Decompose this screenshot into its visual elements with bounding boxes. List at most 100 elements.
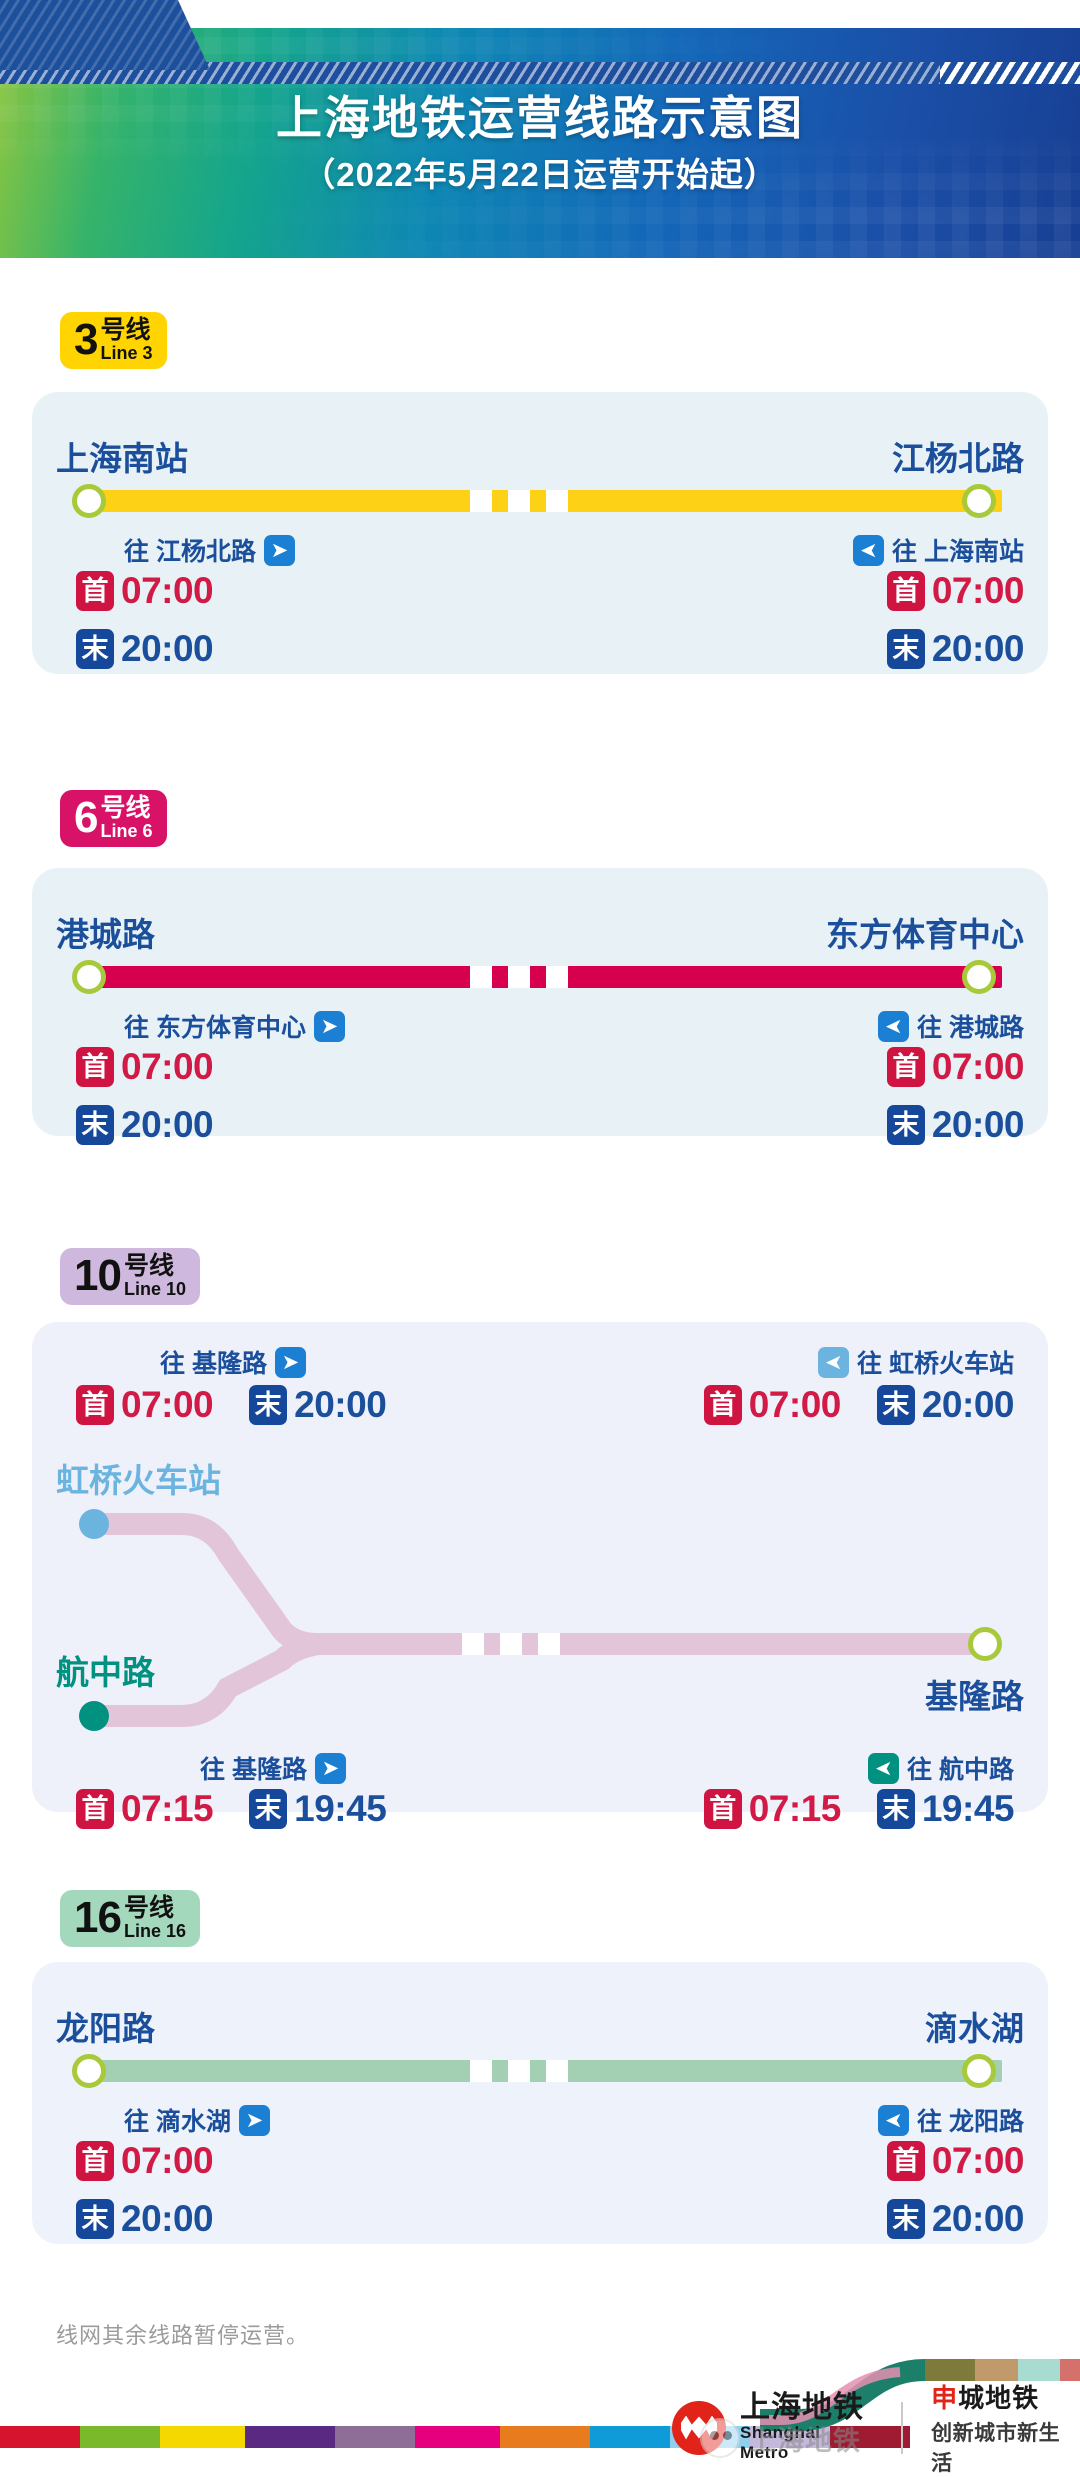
last-train-value: 19:45	[921, 1788, 1015, 1829]
first-train-badge: 首	[76, 571, 114, 611]
logo-name-cn: 上海地铁	[740, 2390, 864, 2424]
arrow-right-icon: ➤	[263, 534, 295, 566]
first-train-badge: 首	[703, 1385, 742, 1425]
arrow-left-icon: ➤	[868, 1752, 900, 1784]
terminal-station-left	[72, 484, 106, 518]
last-train-time: 末 20:00	[249, 1384, 387, 1426]
direction-text: 往 上海南站	[892, 538, 1024, 566]
page-title: 上海地铁运营线路示意图	[276, 92, 804, 144]
track-gap-3	[546, 966, 568, 988]
arrow-left-icon: ➤	[818, 1346, 850, 1378]
last-train-time: 末 19:45	[876, 1788, 1015, 1830]
line-card-16	[32, 1962, 1048, 2244]
ribbon-segment	[830, 2426, 910, 2448]
ribbon-segment	[415, 2426, 500, 2448]
time-row-first: 首 07:00	[886, 570, 1025, 612]
first-train-value: 07:00	[121, 1384, 214, 1425]
ribbon-curve	[760, 2359, 1080, 2431]
arrow-right-icon: ➤	[313, 1010, 345, 1042]
direction-text: 往 滴水湖	[124, 2108, 231, 2136]
direction-label-left: 往 基隆路 ➤	[200, 1750, 346, 1786]
line-name-en: Line 10	[123, 1279, 186, 1299]
sub-brand-tagline: 创新城市新生活	[931, 2422, 1061, 2475]
direction-label-left: 往 东方体育中心 ➤	[124, 1008, 345, 1044]
ribbon-segment	[160, 2426, 245, 2448]
last-train-value: 20:00	[921, 1384, 1015, 1425]
line-track	[78, 490, 1002, 512]
time-row-first: 首 07:00	[76, 570, 214, 612]
line-badge-10: 10 号线 Line 10	[60, 1248, 200, 1305]
last-train-badge: 末	[76, 2199, 114, 2239]
line-track	[78, 2060, 1002, 2082]
last-train-value: 20:00	[121, 1104, 214, 1145]
direction-text: 往 航中路	[907, 1756, 1014, 1784]
last-train-badge: 末	[76, 1105, 114, 1145]
first-train-time: 首 07:15	[703, 1788, 841, 1830]
direction-label-right: ➤ 往 港城路	[878, 1008, 1024, 1044]
first-train-time: 首 07:00	[76, 570, 214, 612]
last-train-badge: 末	[76, 629, 114, 669]
time-row-last: 末 20:00	[886, 1104, 1025, 1146]
direction-label-right: ➤ 往 龙阳路	[878, 2102, 1024, 2138]
first-train-value: 07:00	[121, 2140, 214, 2181]
direction-text: 往 基隆路	[200, 1756, 307, 1784]
line-number: 16	[74, 1892, 122, 1942]
last-train-badge: 末	[876, 1789, 915, 1829]
station-name-left: 港城路	[56, 916, 155, 953]
track-gap-3	[546, 2060, 568, 2082]
last-train-value: 20:00	[931, 628, 1025, 669]
first-train-value: 07:00	[748, 1384, 842, 1425]
last-train-badge: 末	[249, 1385, 288, 1425]
first-train-badge: 首	[76, 1047, 114, 1087]
logo-divider	[901, 2401, 904, 2454]
time-row-last: 末 20:00	[886, 628, 1025, 670]
line-number: 3	[74, 314, 99, 364]
line-name-cn: 号线	[123, 1894, 174, 1922]
service-note: 线网其余线路暂停运营。	[56, 2323, 310, 2348]
station-name-left: 上海南站	[56, 440, 188, 477]
track-gap-1	[470, 490, 492, 512]
ribbon-segment	[0, 2426, 80, 2448]
direction-text: 往 港城路	[917, 1014, 1024, 1042]
line-name-cn: 号线	[100, 316, 151, 344]
line-badge-text: 号线 Line 6	[100, 796, 152, 841]
line-badge-text: 号线 Line 16	[123, 1894, 186, 1941]
sub-brand-name: 申城地铁	[931, 2378, 1080, 2415]
arrow-right-icon: ➤	[314, 1752, 346, 1784]
shanghai-metro-logo: 上海地铁 Shanghai Metro 申城地铁 创新城市新生活	[672, 2378, 1080, 2477]
banner-hatch-highlight	[940, 62, 1080, 84]
last-train-badge: 末	[249, 1789, 288, 1829]
last-train-value: 19:45	[294, 1788, 387, 1829]
direction-label-left: 往 滴水湖 ➤	[124, 2102, 270, 2138]
ribbon-segment	[590, 2426, 670, 2448]
banner-hatch-strip	[0, 62, 1080, 84]
station-name-right: 滴水湖	[925, 2010, 1024, 2047]
page-subtitle: （2022年5月22日运营开始起）	[302, 156, 778, 193]
line-name-cn: 号线	[123, 1252, 174, 1280]
first-train-value: 07:00	[931, 570, 1025, 611]
direction-label-right: ➤ 往 上海南站	[853, 532, 1024, 568]
ribbon-segment	[335, 2426, 415, 2448]
branch-station-name-lower: 航中路	[56, 1654, 155, 1691]
time-row-last: 末 20:00	[76, 2198, 214, 2240]
line-badge-16: 16 号线 Line 16	[60, 1890, 200, 1947]
last-train-value: 20:00	[931, 1104, 1025, 1145]
last-train-time: 末 20:00	[876, 1384, 1015, 1426]
last-train-time: 末 20:00	[886, 628, 1025, 670]
terminal-station-right	[968, 1627, 1002, 1661]
track-gap-2	[508, 966, 530, 988]
line-card-3	[32, 392, 1048, 674]
track-gap-1	[470, 966, 492, 988]
direction-text: 往 基隆路	[160, 1350, 267, 1378]
line-name-en: Line 3	[100, 343, 153, 363]
direction-label-right: ➤ 往 航中路	[868, 1750, 1014, 1786]
line-badge-text: 号线 Line 3	[100, 316, 153, 363]
last-train-time: 末 20:00	[886, 2198, 1025, 2240]
time-row: 首 07:15 末 19:45	[76, 1788, 387, 1830]
branch-station-dot-lower	[79, 1701, 109, 1731]
first-train-badge: 首	[703, 1789, 742, 1829]
terminal-station-right	[962, 484, 996, 518]
station-name-left: 龙阳路	[56, 2010, 155, 2047]
arrow-right-icon: ➤	[274, 1346, 306, 1378]
direction-text: 往 东方体育中心	[124, 1014, 306, 1042]
